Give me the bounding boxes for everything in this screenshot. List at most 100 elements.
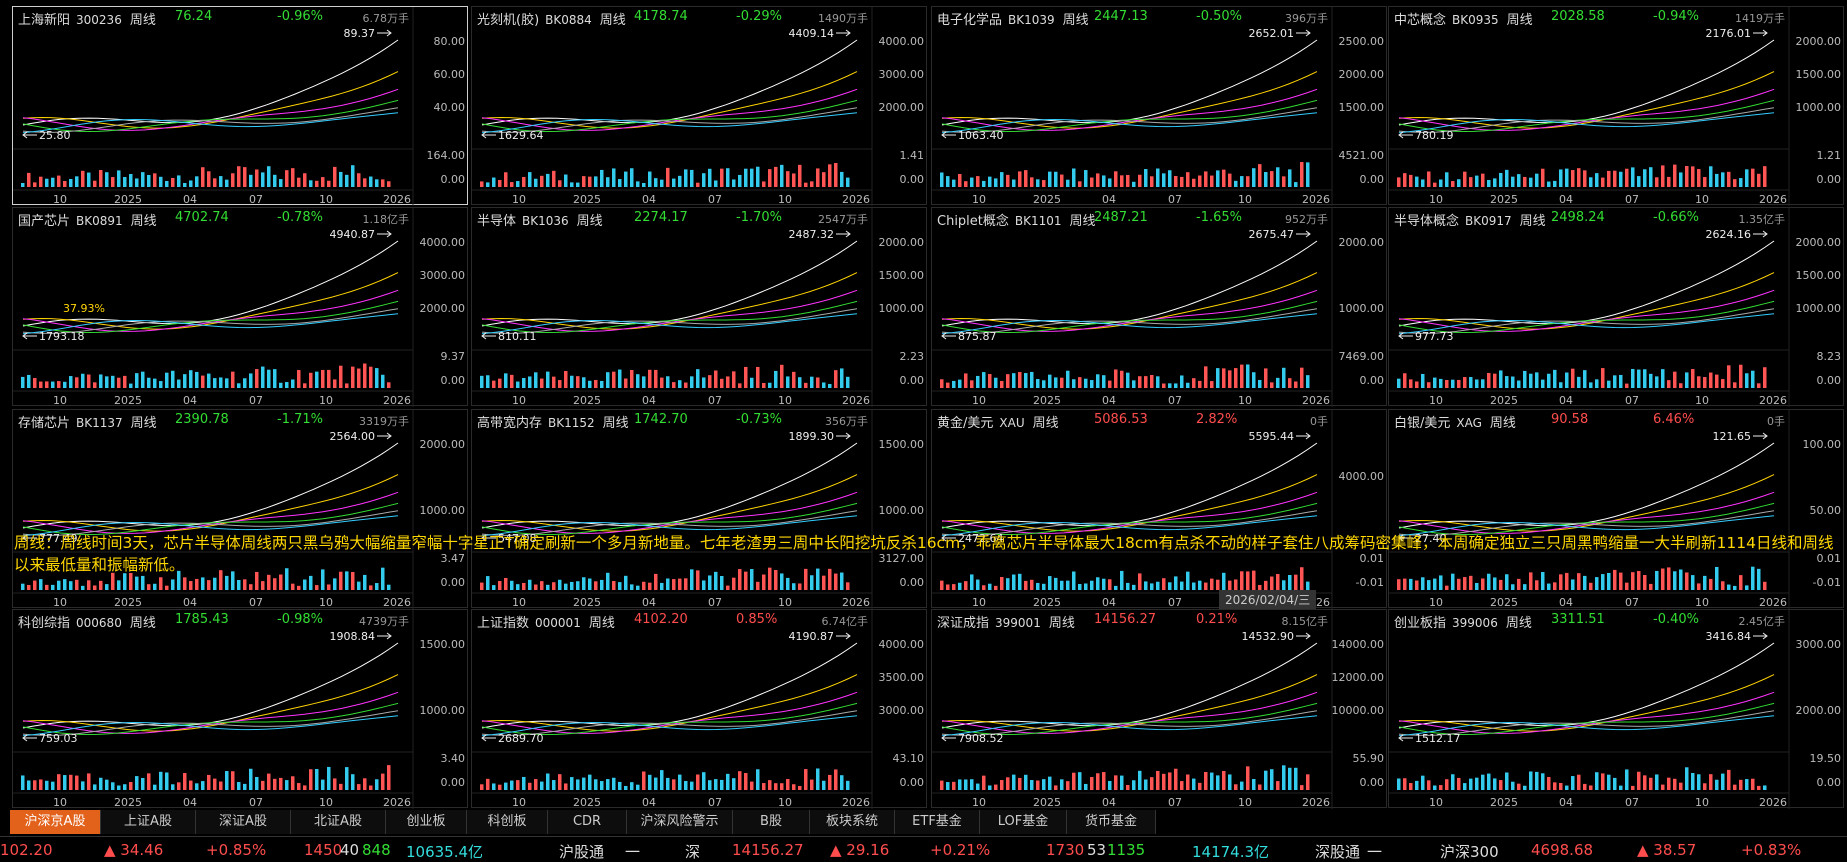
volume-bar xyxy=(522,776,526,790)
low-arrow xyxy=(481,534,496,542)
ma-line xyxy=(22,715,399,737)
period: 周线 xyxy=(130,416,157,431)
x-label: 10 xyxy=(972,796,986,809)
tab[interactable]: 上证A股 xyxy=(101,810,196,834)
volume-bar xyxy=(988,785,992,790)
volume-bar xyxy=(387,584,391,590)
volume-bar xyxy=(309,180,313,187)
price-tick-label: 80.00 xyxy=(434,35,466,48)
x-label: 2025 xyxy=(1033,193,1061,206)
volume-bar xyxy=(1589,177,1593,187)
volume-bar xyxy=(1228,774,1232,790)
volume-bar xyxy=(1060,174,1064,187)
tab[interactable]: 板块系统 xyxy=(810,810,895,834)
chart-panel[interactable]: 4409.14 1629.64 4000.00 3000.00 2000.00 1.41 0… xyxy=(471,6,927,206)
volume-bar xyxy=(1036,780,1040,790)
volume-bar xyxy=(273,778,277,790)
chart-panel[interactable]: 4940.87 1793.18 37.93% 4000.00 3000.00 2000.0… xyxy=(12,207,468,407)
volume-bar xyxy=(522,378,526,388)
volume-bar xyxy=(534,584,538,590)
volume-bar xyxy=(1571,776,1575,790)
volume-bar xyxy=(504,782,508,790)
chart-panel[interactable]: 14532.90 7908.52 14000.00 12000.00 10000.00 5… xyxy=(931,609,1387,809)
volume-bar xyxy=(732,179,736,187)
volume-bar xyxy=(498,784,502,790)
chart-panel[interactable]: 121.65 27.40 100.00 50.00 0.01 -0.01 10 2025 04 0… xyxy=(1388,409,1844,609)
x-label: 10 xyxy=(972,193,986,206)
ma-line xyxy=(941,99,1318,133)
volume-bar xyxy=(1150,374,1154,388)
volume-bar xyxy=(714,180,718,187)
volume-bar xyxy=(678,380,682,388)
price-tick-label: 2000.00 xyxy=(1796,236,1842,249)
volume-bar xyxy=(672,382,676,388)
tab[interactable]: LOF基金 xyxy=(980,810,1067,834)
tab[interactable]: 科创板 xyxy=(467,810,548,834)
volume-bar xyxy=(774,370,778,388)
volume-bar xyxy=(1571,170,1575,187)
annotation: 37.93% xyxy=(63,302,105,315)
volume-bar xyxy=(1156,770,1160,790)
tab[interactable]: 沪深风险警示 xyxy=(627,810,733,834)
panel-canvas: 4940.87 1793.18 37.93% 4000.00 3000.00 2000.0… xyxy=(13,208,465,407)
volume-bar xyxy=(1048,576,1052,590)
volume-bar xyxy=(1276,573,1280,590)
volume-bar xyxy=(285,780,289,790)
volume-bar xyxy=(822,780,826,790)
volume-bar xyxy=(678,774,682,790)
ma-line xyxy=(1398,99,1775,133)
volume-bar xyxy=(786,577,790,590)
tab[interactable]: 沪深京A股 xyxy=(10,810,101,834)
volume-bar xyxy=(207,171,211,187)
chart-panel[interactable]: 1899.30 547.08 1500.00 1000.00 3127.00 0.00 10… xyxy=(471,409,927,609)
tab[interactable]: ETF基金 xyxy=(895,810,980,834)
volume-bar xyxy=(1547,181,1551,187)
volume-bar xyxy=(1427,780,1431,790)
tab[interactable]: 创业板 xyxy=(386,810,467,834)
volume-bar xyxy=(327,584,331,590)
volume-bar xyxy=(1072,571,1076,590)
volume-bar xyxy=(1240,571,1244,590)
chart-panel[interactable]: 4190.87 2689.70 4000.00 3500.00 3000.00 43.10… xyxy=(471,609,927,809)
volume-bar xyxy=(576,182,580,187)
chart-panel[interactable]: 2624.16 977.73 2000.00 1500.00 1000.00 8.23 0.… xyxy=(1388,207,1844,407)
tab[interactable]: 北证A股 xyxy=(291,810,386,834)
period: 周线 xyxy=(129,13,156,28)
x-label: 2025 xyxy=(1490,796,1518,809)
volume-bar xyxy=(1090,177,1094,187)
tab[interactable]: B股 xyxy=(733,810,810,834)
ma-line xyxy=(22,313,399,335)
volume-bar xyxy=(381,567,385,590)
volume-bar xyxy=(486,375,490,388)
price-tick-label: 1500.00 xyxy=(1796,269,1842,282)
ma-line xyxy=(1398,272,1775,330)
chart-panel[interactable]: 1908.84 759.03 1500.00 1000.00 3.40 0.00 10 202… xyxy=(12,609,468,809)
chart-panel[interactable]: 2176.01 780.19 2000.00 1500.00 1000.00 1.21 0.… xyxy=(1388,6,1844,206)
volume-bar xyxy=(480,375,484,388)
volume-bar xyxy=(279,777,283,790)
volume-bar xyxy=(1306,375,1310,388)
volume-bar xyxy=(504,172,508,187)
chart-panel[interactable]: 5595.44 2472.64 4000.00 0.01 -0.01 10 2025 04 07… xyxy=(931,409,1387,609)
period: 周线 xyxy=(1505,616,1532,631)
tab[interactable]: 深证A股 xyxy=(196,810,291,834)
tab[interactable]: CDR xyxy=(548,810,627,834)
volume-bar xyxy=(1469,377,1473,388)
high-label: 4940.87 xyxy=(330,228,376,241)
volume-bar xyxy=(1433,182,1437,187)
chart-panel[interactable]: 2564.00 777.49 2000.00 1000.00 3.47 0.00 10 202… xyxy=(12,409,468,609)
volume-bar xyxy=(1721,379,1725,388)
volume-bar xyxy=(1733,382,1737,388)
tab[interactable]: 货币基金 xyxy=(1067,810,1156,834)
chart-panel[interactable]: 89.37 25.80 80.00 60.00 40.00 164.00 0.00 10 202… xyxy=(12,6,468,206)
volume-bar xyxy=(1030,780,1034,790)
chart-panel[interactable]: 2652.01 1063.40 2500.00 2000.00 1500.00 4521.… xyxy=(931,6,1387,206)
chart-panel[interactable]: 3416.84 1512.17 3000.00 2000.00 19.50 0.00 10 2… xyxy=(1388,609,1844,809)
volume-bar xyxy=(1054,377,1058,388)
volume-unit: 1.35亿手 xyxy=(1738,213,1786,226)
volume-bar xyxy=(1144,779,1148,790)
low-label: 777.49 xyxy=(39,532,78,545)
chart-panel[interactable]: 2675.47 875.87 2000.00 1000.00 7469.00 0.00 10… xyxy=(931,207,1387,407)
chart-panel[interactable]: 2487.32 810.11 2000.00 1500.00 1000.00 2.23 0.… xyxy=(471,207,927,407)
volume-bar xyxy=(1529,373,1533,388)
